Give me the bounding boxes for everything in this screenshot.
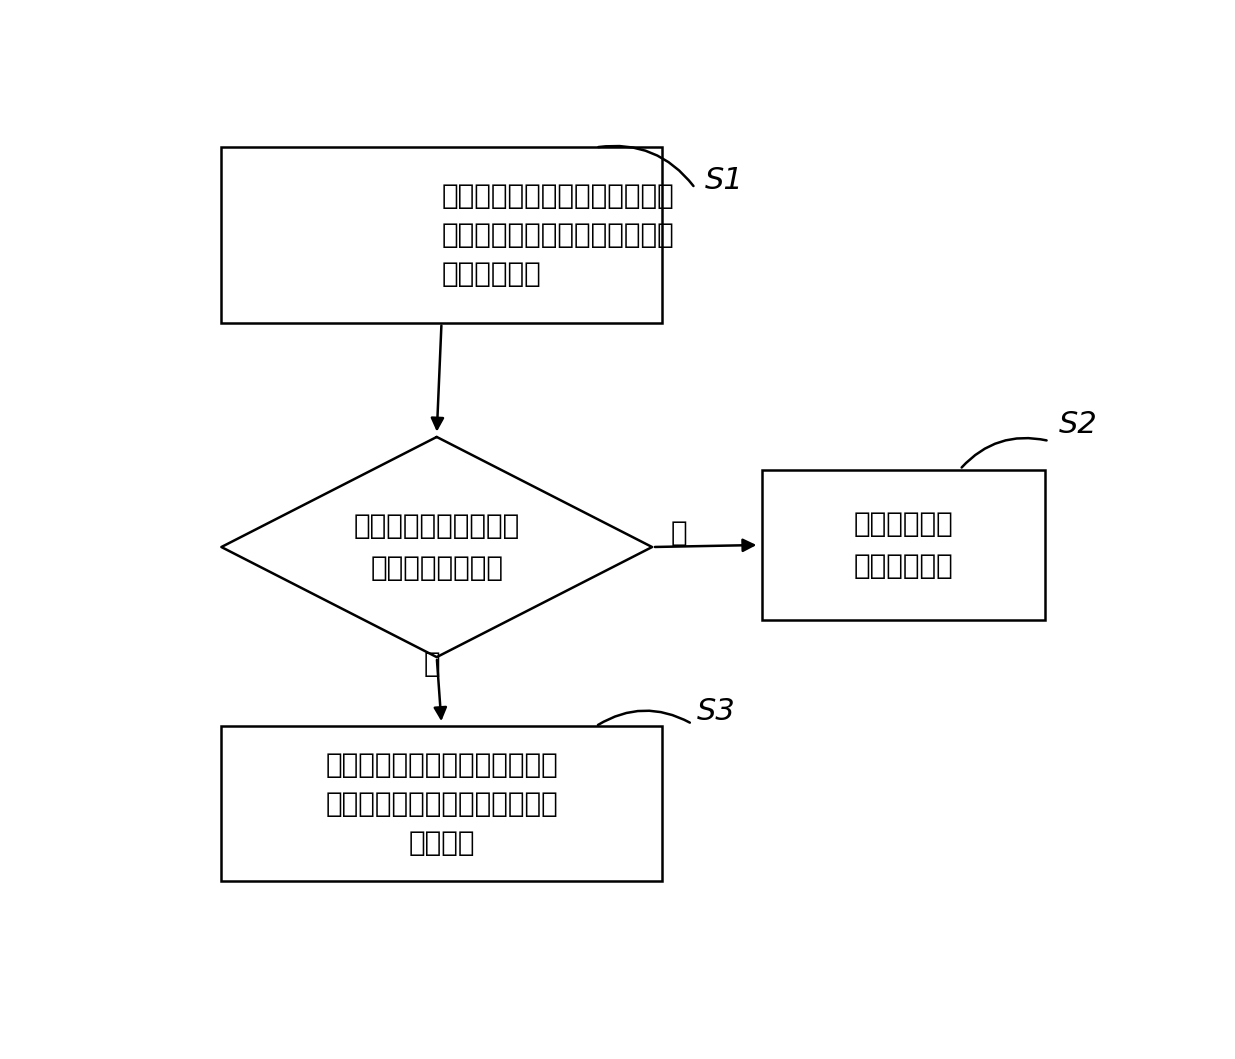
Text: S3: S3 (697, 697, 736, 726)
Text: S1: S1 (705, 165, 743, 195)
Text: 是: 是 (671, 519, 687, 548)
Text: S2: S2 (1058, 410, 1098, 439)
Bar (221, 147, 662, 323)
Text: 向发送端发送
确认对准信号: 向发送端发送 确认对准信号 (853, 510, 953, 579)
Text: 对所述接收端进行轴对准调节，
调节完成后，向发送端发送确认
对准信号: 对所述接收端进行轴对准调节， 调节完成后，向发送端发送确认 对准信号 (325, 751, 558, 857)
Bar (762, 469, 1045, 621)
Text: 接收端在接收到发送端发送的训
练信号后，对所述训练信号的模
式进行识别；: 接收端在接收到发送端发送的训 练信号后，对所述训练信号的模 式进行识别； (442, 182, 674, 288)
Text: 否: 否 (424, 649, 440, 678)
Bar (221, 726, 662, 881)
Text: 训练信号的模式是否与
设定的模式一致？: 训练信号的模式是否与 设定的模式一致？ (353, 513, 520, 581)
